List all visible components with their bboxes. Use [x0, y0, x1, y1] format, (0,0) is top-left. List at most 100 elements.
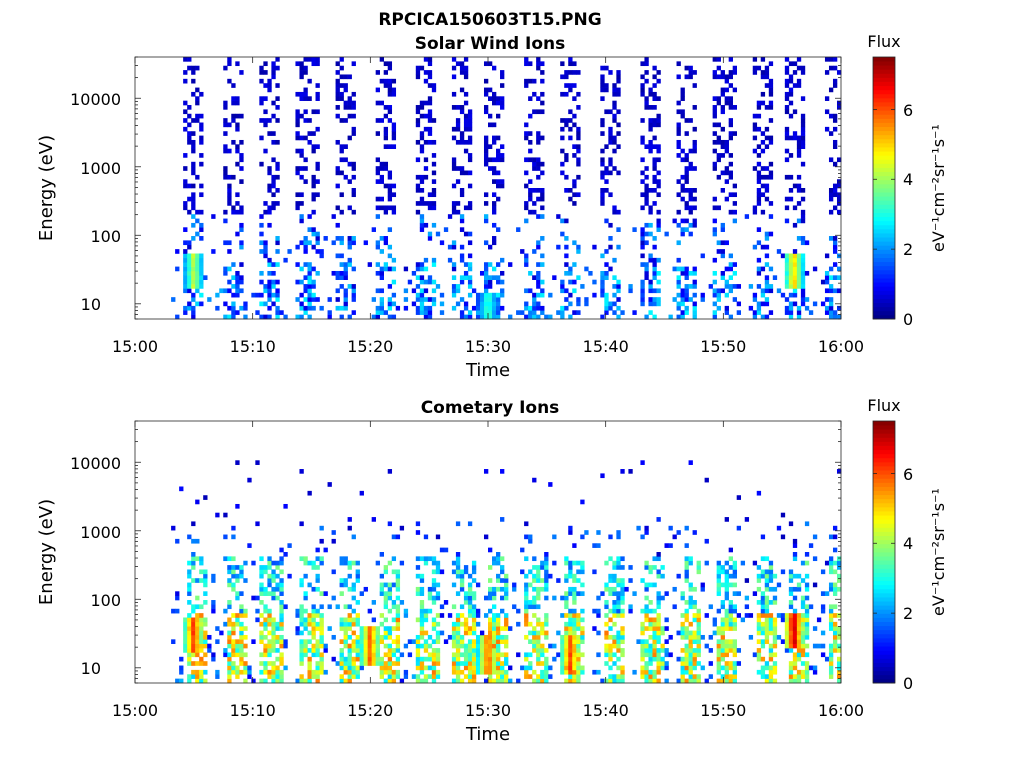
- heatmap-cell: [724, 517, 729, 522]
- heatmap-cell: [391, 205, 397, 211]
- heatmap-cell: [255, 292, 260, 298]
- heatmap-cell: [339, 157, 344, 163]
- heatmap-cell: [227, 600, 232, 605]
- heatmap-cell: [363, 661, 368, 666]
- heatmap-cell: [604, 270, 609, 276]
- heatmap-cell: [572, 669, 577, 675]
- heatmap-cell: [435, 669, 441, 675]
- heatmap-cell: [608, 573, 613, 579]
- heatmap-cell: [235, 209, 240, 215]
- heatmap-cell: [459, 634, 465, 640]
- heatmap-cell: [644, 560, 649, 566]
- heatmap-cell: [299, 674, 304, 679]
- heatmap-cell: [788, 266, 794, 272]
- heatmap-cell: [540, 678, 545, 684]
- heatmap-cell: [728, 262, 733, 267]
- heatmap-cell: [395, 595, 401, 601]
- heatmap-cell: [764, 613, 770, 618]
- heatmap-cell: [568, 678, 573, 684]
- heatmap-cell: [415, 266, 421, 272]
- heatmap-cell: [796, 310, 802, 315]
- heatmap-cell: [760, 70, 766, 75]
- heatmap-cell: [564, 678, 569, 684]
- colorbar-segment: [873, 110, 895, 115]
- heatmap-cell: [419, 678, 425, 684]
- heatmap-cell: [299, 582, 304, 588]
- heatmap-cell: [676, 126, 681, 132]
- heatmap-cell: [407, 279, 413, 285]
- heatmap-cell: [391, 192, 397, 198]
- heatmap-cell: [496, 552, 501, 557]
- heatmap-cell: [235, 617, 240, 623]
- heatmap-cell: [684, 201, 689, 206]
- heatmap-cell: [375, 205, 380, 211]
- x-tick-label: 15:00: [112, 701, 158, 720]
- heatmap-cell: [307, 279, 312, 285]
- heatmap-cell: [447, 257, 453, 263]
- heatmap-cell: [792, 630, 798, 636]
- heatmap-cell: [536, 578, 541, 583]
- heatmap-cell: [427, 61, 433, 67]
- heatmap-cell: [568, 652, 573, 658]
- heatmap-cell: [227, 621, 232, 627]
- heatmap-cell: [824, 279, 830, 285]
- heatmap-cell: [616, 288, 621, 294]
- heatmap-cell: [355, 560, 360, 566]
- heatmap-cell: [231, 626, 236, 631]
- heatmap-cell: [467, 139, 473, 145]
- heatmap-cell: [483, 652, 489, 658]
- heatmap-cell: [728, 266, 733, 272]
- heatmap-cell: [764, 70, 770, 75]
- heatmap-cell: [295, 192, 300, 198]
- heatmap-cell: [628, 288, 633, 294]
- heatmap-cell: [784, 109, 790, 115]
- heatmap-cell: [724, 170, 729, 176]
- heatmap-cell: [640, 279, 645, 285]
- heatmap-cell: [656, 604, 661, 610]
- heatmap-cell: [576, 652, 581, 658]
- heatmap-cell: [183, 621, 188, 627]
- heatmap-cell: [395, 674, 401, 679]
- heatmap-cell: [488, 61, 493, 67]
- heatmap-cell: [459, 87, 465, 93]
- heatmap-cell: [764, 74, 770, 80]
- heatmap-cell: [455, 565, 461, 570]
- heatmap-cell: [564, 262, 569, 267]
- heatmap-cell: [195, 301, 200, 307]
- heatmap-cell: [688, 556, 693, 562]
- heatmap-cell: [800, 639, 806, 644]
- heatmap-cell: [724, 78, 729, 84]
- heatmap-cell: [415, 678, 421, 684]
- heatmap-cell: [343, 305, 348, 311]
- heatmap-cell: [488, 87, 493, 93]
- heatmap-cell: [540, 61, 545, 67]
- heatmap-cell: [419, 643, 425, 649]
- heatmap-cell: [528, 674, 533, 679]
- heatmap-cell: [684, 613, 689, 618]
- heatmap-cell: [496, 643, 501, 649]
- heatmap-cell: [187, 674, 192, 679]
- heatmap-cell: [568, 188, 573, 193]
- heatmap-cell: [784, 626, 790, 631]
- heatmap-cell: [431, 205, 437, 211]
- heatmap-cell: [764, 586, 770, 592]
- heatmap-cell: [311, 279, 316, 285]
- heatmap-cell: [536, 621, 541, 627]
- heatmap-cell: [680, 292, 685, 298]
- heatmap-cell: [415, 157, 421, 163]
- heatmap-cell: [648, 126, 653, 132]
- heatmap-cell: [183, 205, 188, 211]
- heatmap-cell: [788, 100, 794, 106]
- heatmap-cell: [311, 231, 316, 237]
- heatmap-cell: [263, 83, 268, 88]
- heatmap-cell: [311, 179, 316, 184]
- heatmap-cell: [195, 578, 200, 583]
- heatmap-cell: [684, 543, 689, 548]
- heatmap-cell: [199, 266, 204, 272]
- heatmap-cell: [560, 669, 565, 675]
- heatmap-cell: [768, 652, 774, 658]
- heatmap-cell: [299, 192, 304, 198]
- heatmap-cell: [187, 244, 192, 250]
- heatmap-cell: [796, 218, 802, 224]
- solar-wind-colorbar-title: Flux: [867, 32, 900, 51]
